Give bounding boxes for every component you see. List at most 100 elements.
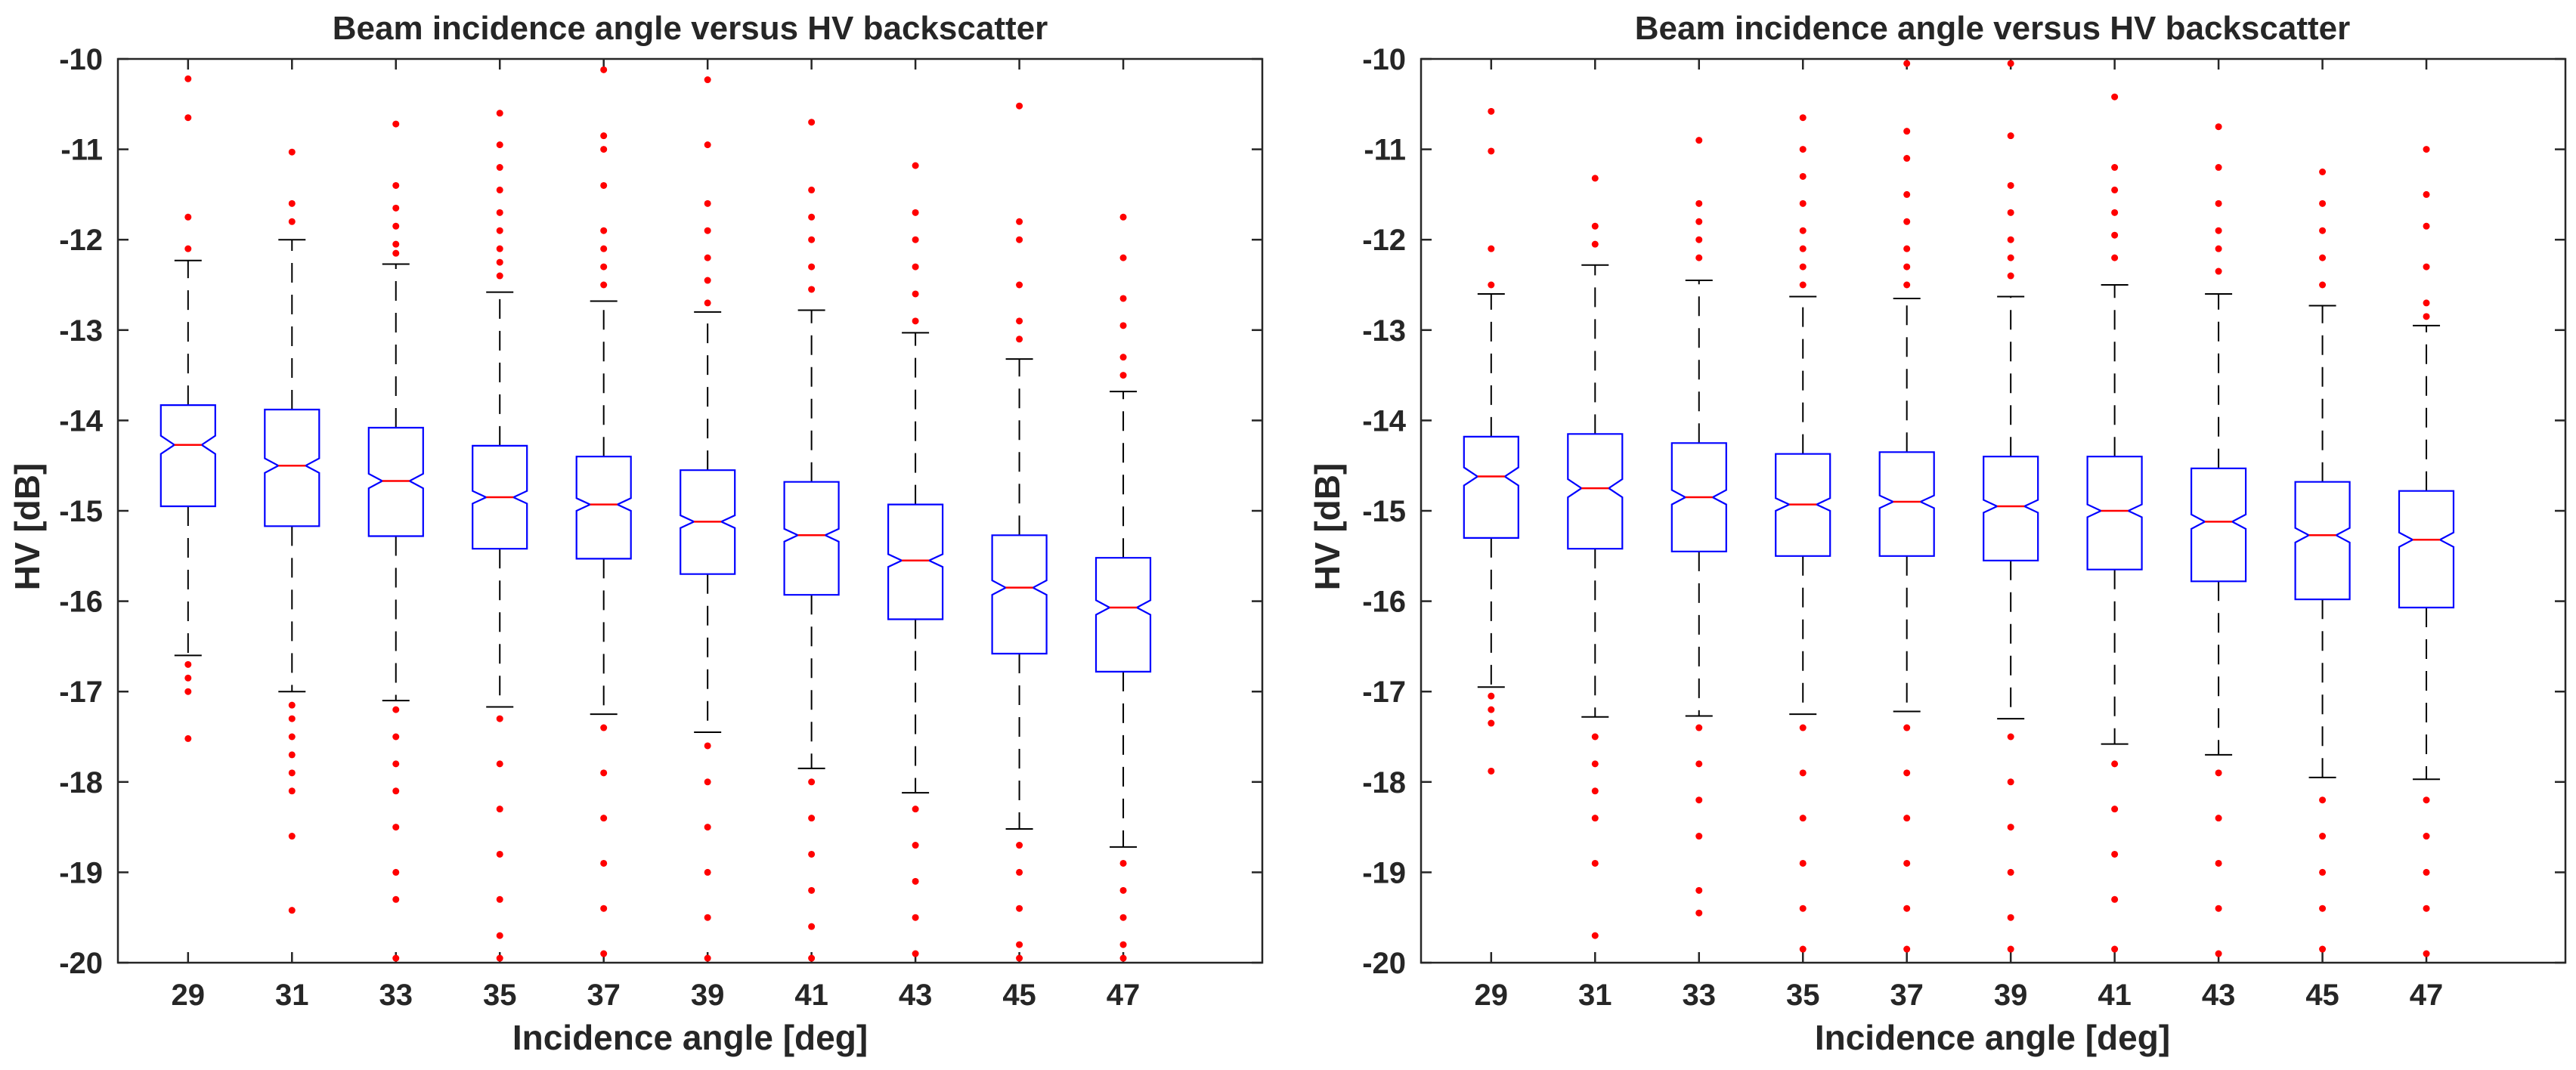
outlier-point <box>704 778 711 786</box>
left-y-tick-label: -12 <box>59 224 103 257</box>
outlier-point <box>2111 945 2119 953</box>
outlier-point <box>912 806 919 813</box>
outlier-point <box>600 263 608 271</box>
outlier-point <box>2007 945 2014 953</box>
outlier-point <box>1799 859 1807 867</box>
outlier-point <box>2215 950 2222 957</box>
outlier-point <box>808 213 816 221</box>
outlier-point <box>704 254 711 261</box>
outlier-point <box>704 76 711 84</box>
outlier-point <box>184 114 192 122</box>
outlier-point <box>808 186 816 193</box>
right-y-tick-label: -15 <box>1362 495 1406 528</box>
outlier-point <box>1591 222 1599 230</box>
outlier-point <box>1016 868 1023 876</box>
left-x-axis-label: Incidence angle [deg] <box>512 1018 868 1057</box>
outlier-point <box>1016 102 1023 110</box>
outlier-point <box>496 209 503 216</box>
outlier-point <box>288 787 296 795</box>
left-tick-group: -10 -11 -12 -13 -14 -15 -16 -17 -18 -19 -20 29 31 33 3… <box>59 43 1262 1012</box>
outlier-point <box>1799 815 1807 822</box>
outlier-point <box>496 258 503 266</box>
outlier-point <box>600 950 608 957</box>
left-y-tick-label: -19 <box>59 856 103 889</box>
outlier-point <box>392 706 400 713</box>
outlier-point <box>2319 796 2327 804</box>
right-box-47 <box>2398 146 2455 957</box>
outlier-point <box>2423 796 2430 804</box>
outlier-point <box>496 164 503 172</box>
outlier-point <box>2423 313 2430 320</box>
outlier-point <box>1903 724 1911 731</box>
outlier-point <box>2319 169 2327 175</box>
outlier-point <box>1799 199 1807 207</box>
outlier-point <box>1591 932 1599 939</box>
outlier-point <box>496 806 503 813</box>
left-box-41 <box>783 119 840 962</box>
outlier-point <box>1695 236 1703 243</box>
left-box-35 <box>472 110 528 962</box>
notched-box <box>2294 481 2351 601</box>
right-x-axis-label: Incidence angle [deg] <box>1815 1018 2170 1057</box>
right-y-axis-label: HV [dB] <box>1308 463 1347 591</box>
outlier-point <box>600 66 608 73</box>
outlier-point <box>600 132 608 140</box>
notched-box <box>991 534 1048 655</box>
right-plot-frame <box>1420 57 2567 964</box>
outlier-point <box>1903 815 1911 822</box>
outlier-point <box>2111 231 2119 239</box>
notched-box <box>1775 453 1831 557</box>
outlier-point <box>1903 155 1911 162</box>
right-y-tick-label: -14 <box>1362 404 1407 438</box>
outlier-point <box>2215 815 2222 822</box>
outlier-point <box>1695 886 1703 894</box>
outlier-point <box>184 674 192 682</box>
right-box-33 <box>1670 137 1727 917</box>
right-plot-marks <box>1463 60 2455 957</box>
outlier-point <box>912 209 919 216</box>
outlier-point <box>2111 895 2119 903</box>
outlier-point <box>288 733 296 741</box>
outlier-point <box>1903 190 1911 198</box>
outlier-point <box>2319 868 2327 876</box>
outlier-point <box>912 162 919 169</box>
outlier-point <box>808 119 816 126</box>
outlier-point <box>184 245 192 252</box>
outlier-point <box>912 236 919 243</box>
outlier-point <box>2007 132 2014 140</box>
outlier-point <box>392 824 400 831</box>
outlier-point <box>1016 842 1023 849</box>
outlier-point <box>1695 833 1703 840</box>
outlier-point <box>1799 905 1807 912</box>
right-box-35 <box>1775 114 1831 953</box>
outlier-point <box>1695 137 1703 144</box>
outlier-point <box>392 120 400 128</box>
left-x-tick-label: 41 <box>794 979 828 1012</box>
outlier-point <box>2423 868 2430 876</box>
notched-box <box>887 503 944 620</box>
notched-box <box>264 408 320 527</box>
right-y-tick-label: -16 <box>1362 586 1406 619</box>
outlier-point <box>1119 254 1127 261</box>
outlier-point <box>1591 859 1599 867</box>
right-box-37 <box>1878 60 1935 953</box>
outlier-point <box>808 815 816 822</box>
notched-box <box>472 444 528 550</box>
outlier-point <box>1119 941 1127 948</box>
left-y-tick-label: -14 <box>59 404 104 438</box>
outlier-point <box>808 236 816 243</box>
outlier-point <box>2215 859 2222 867</box>
left-y-tick-label: -10 <box>59 43 103 76</box>
outlier-point <box>2423 833 2430 840</box>
outlier-point <box>2007 824 2014 831</box>
outlier-point <box>392 895 400 903</box>
outlier-point <box>496 760 503 768</box>
outlier-point <box>704 868 711 876</box>
right-x-tick-label: 43 <box>2202 979 2236 1012</box>
outlier-point <box>600 905 608 912</box>
outlier-point <box>2111 164 2119 172</box>
outlier-point <box>912 950 919 957</box>
outlier-point <box>2007 778 2014 786</box>
outlier-point <box>1591 815 1599 822</box>
outlier-point <box>496 850 503 858</box>
